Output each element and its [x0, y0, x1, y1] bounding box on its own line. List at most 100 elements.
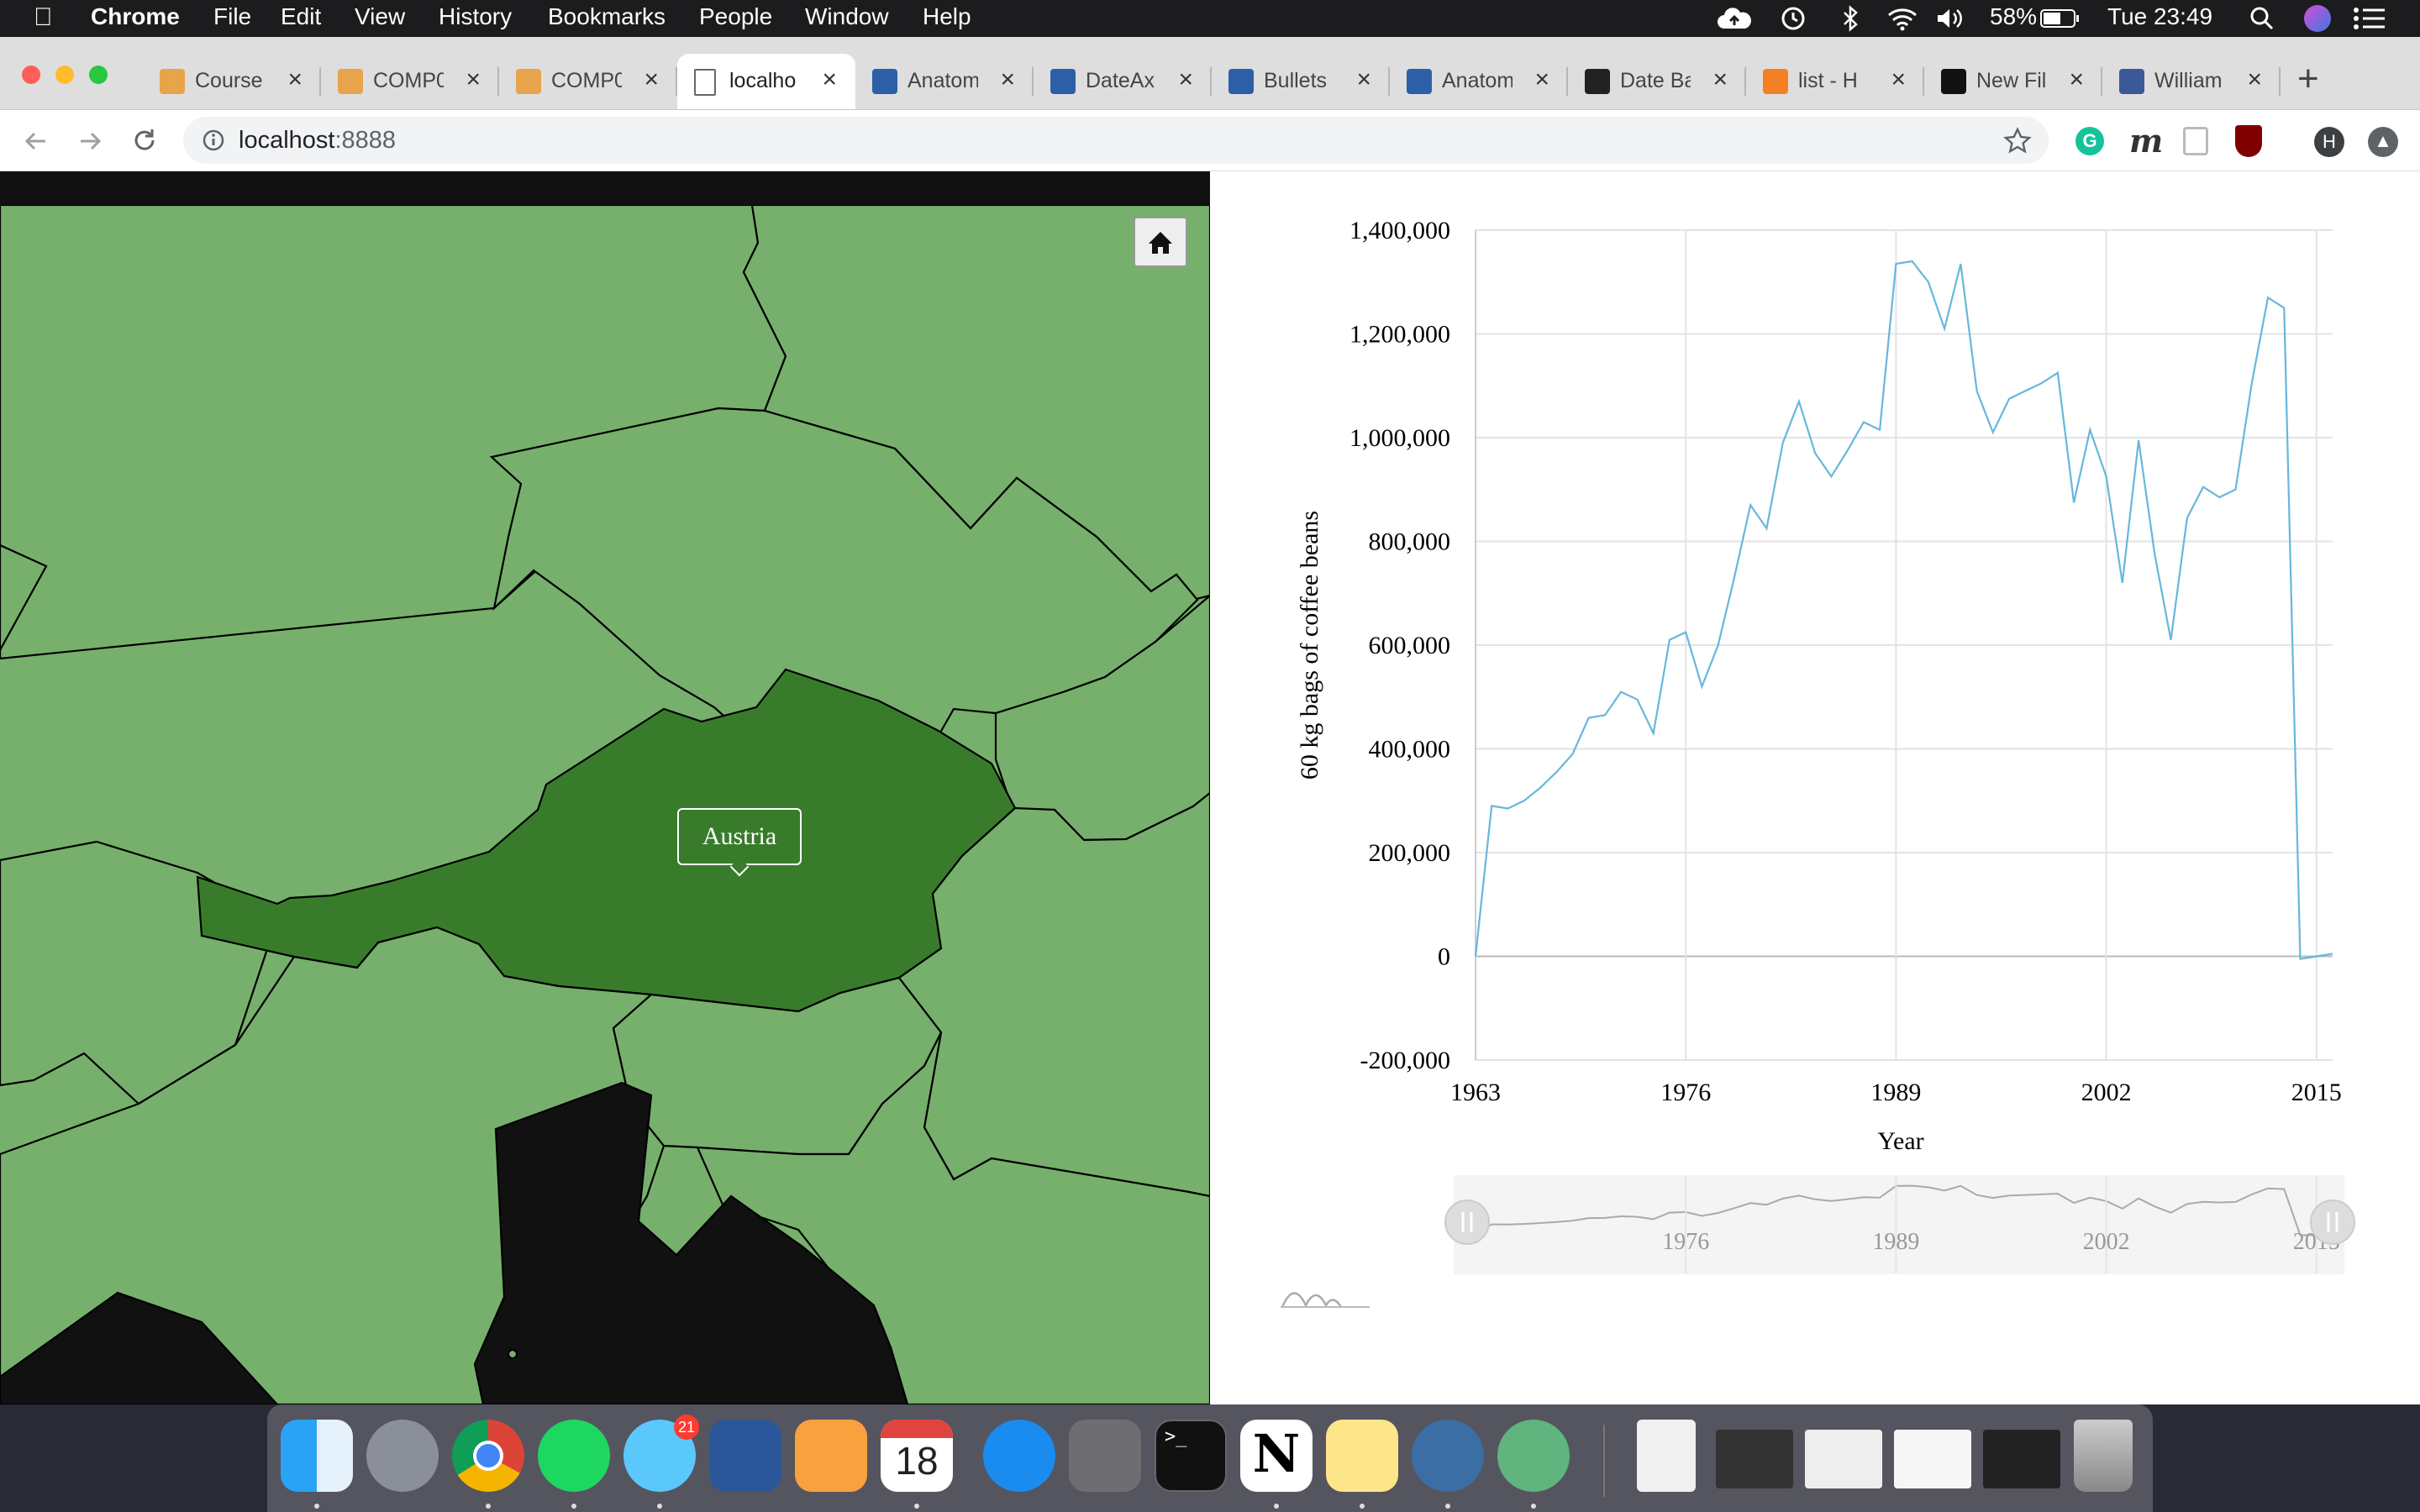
- time-machine-icon[interactable]: [1778, 5, 1808, 32]
- grammarly-extension-icon[interactable]: G: [2075, 127, 2104, 155]
- europe-map[interactable]: [0, 205, 1210, 1404]
- close-tab-icon[interactable]: ×: [466, 66, 481, 93]
- tab-0[interactable]: Course ×: [143, 54, 321, 109]
- chrome-icon[interactable]: [452, 1420, 524, 1509]
- battery-icon[interactable]: [2040, 8, 2081, 29]
- window-thumbnail[interactable]: [1716, 1430, 1793, 1488]
- forward-arrow-icon[interactable]: [76, 127, 104, 155]
- update-icon[interactable]: ▲: [2368, 127, 2398, 157]
- running-indicator: [1274, 1504, 1279, 1509]
- series-line[interactable]: [1474, 260, 2333, 960]
- tab-5[interactable]: DateAx ×: [1034, 54, 1212, 109]
- tab-9[interactable]: list - H ×: [1746, 54, 1924, 109]
- close-tab-icon[interactable]: ×: [1712, 66, 1728, 93]
- profile-avatar[interactable]: H: [2314, 127, 2344, 157]
- word-icon[interactable]: [709, 1420, 781, 1492]
- ublock-extension-icon[interactable]: [2235, 125, 2262, 157]
- range-start-grip[interactable]: [1444, 1200, 1490, 1245]
- window-thumbnail[interactable]: [1805, 1430, 1882, 1488]
- menu-file[interactable]: File: [213, 3, 252, 29]
- spotify-icon[interactable]: [538, 1420, 610, 1509]
- apple-menu-icon[interactable]: : [34, 3, 53, 32]
- map-svg[interactable]: [0, 205, 1210, 1404]
- mercury-extension-icon[interactable]: m: [2129, 122, 2164, 160]
- range-end-grip[interactable]: [2310, 1200, 2355, 1245]
- close-tab-icon[interactable]: ×: [1534, 66, 1549, 93]
- menu-bookmarks[interactable]: Bookmarks: [548, 3, 666, 29]
- country-bosnia[interactable]: [473, 1081, 909, 1404]
- volume-icon[interactable]: [1934, 5, 1965, 32]
- wifi-icon[interactable]: [1886, 5, 1919, 32]
- notion-icon[interactable]: N: [1240, 1420, 1313, 1509]
- trash-icon[interactable]: [2074, 1420, 2133, 1492]
- cloud-upload-icon[interactable]: [1716, 5, 1753, 32]
- bluetooth-icon[interactable]: [1840, 5, 1860, 32]
- menu-window[interactable]: Window: [805, 3, 889, 29]
- messages-icon[interactable]: 21: [623, 1415, 699, 1509]
- close-tab-icon[interactable]: ×: [2247, 66, 2262, 93]
- map-home-button[interactable]: [1134, 217, 1187, 267]
- tab-6[interactable]: Bullets ×: [1212, 54, 1390, 109]
- spotlight-search-icon[interactable]: [2249, 5, 2275, 32]
- running-indicator: [657, 1504, 662, 1509]
- country-france-edge[interactable]: [0, 543, 48, 659]
- close-tab-icon[interactable]: ×: [822, 66, 837, 93]
- close-tab-icon[interactable]: ×: [2069, 66, 2084, 93]
- country-austria[interactable]: [196, 668, 1017, 1013]
- close-tab-icon[interactable]: ×: [1356, 66, 1371, 93]
- finder-icon[interactable]: [281, 1420, 353, 1509]
- url-text[interactable]: localhost:8888: [239, 127, 396, 155]
- menu-view[interactable]: View: [355, 3, 406, 29]
- menu-people[interactable]: People: [699, 3, 773, 29]
- tab-label: Anatom: [1442, 69, 1512, 92]
- tab-4[interactable]: Anatom ×: [855, 54, 1034, 109]
- close-tab-icon[interactable]: ×: [1000, 66, 1015, 93]
- tab-3[interactable]: localho ×: [677, 54, 855, 109]
- app-store-icon[interactable]: [983, 1420, 1055, 1492]
- range-selector-track[interactable]: [1454, 1175, 2344, 1274]
- system-preferences-icon[interactable]: [1069, 1420, 1141, 1492]
- country-croatia[interactable]: [696, 1032, 1210, 1404]
- zip-file-icon[interactable]: [1637, 1420, 1696, 1492]
- line-chart[interactable]: 1,400,000 1,200,000 1,000,000 800,000 600,00…: [1210, 171, 2420, 1404]
- tab-1[interactable]: COMP0 ×: [321, 54, 499, 109]
- close-tab-icon[interactable]: ×: [1178, 66, 1193, 93]
- address-bar[interactable]: localhost:8888: [183, 117, 2049, 164]
- tab-8[interactable]: Date Ba ×: [1568, 54, 1746, 109]
- notes-icon[interactable]: [1326, 1420, 1398, 1509]
- window-thumbnail[interactable]: [1983, 1430, 2060, 1488]
- tab-10[interactable]: New Fil ×: [1924, 54, 2102, 109]
- tab-7[interactable]: Anatom ×: [1390, 54, 1568, 109]
- minimize-window-button[interactable]: [55, 66, 74, 84]
- menu-help[interactable]: Help: [923, 3, 971, 29]
- new-tab-button[interactable]: +: [2297, 58, 2319, 99]
- bookmark-star-icon[interactable]: [2003, 127, 2032, 155]
- tableplus-icon[interactable]: [1412, 1420, 1484, 1509]
- close-window-button[interactable]: [22, 66, 40, 84]
- menu-history[interactable]: History: [439, 3, 513, 29]
- amcharts-logo-icon[interactable]: [1281, 1292, 1370, 1308]
- menubar-clock[interactable]: Tue 23:49: [2107, 3, 2213, 29]
- window-thumbnail[interactable]: [1894, 1430, 1971, 1488]
- close-tab-icon[interactable]: ×: [287, 66, 302, 93]
- tab-11[interactable]: William ×: [2102, 54, 2281, 109]
- info-icon[interactable]: [202, 129, 225, 152]
- back-arrow-icon[interactable]: [22, 127, 50, 155]
- menu-edit[interactable]: Edit: [281, 3, 322, 29]
- pages-icon[interactable]: [795, 1420, 867, 1492]
- terminal-icon[interactable]: >_: [1155, 1420, 1227, 1492]
- calendar-icon[interactable]: 18: [881, 1420, 953, 1509]
- atom-icon[interactable]: [1497, 1420, 1570, 1509]
- navigator-tick-label: 1989: [1872, 1229, 1919, 1255]
- reload-icon[interactable]: [129, 125, 160, 155]
- close-tab-icon[interactable]: ×: [644, 66, 659, 93]
- siri-icon[interactable]: [2304, 5, 2331, 32]
- tab-label: localho: [729, 69, 797, 92]
- notification-center-icon[interactable]: [2353, 7, 2386, 30]
- launchpad-icon[interactable]: [366, 1420, 439, 1492]
- close-tab-icon[interactable]: ×: [1891, 66, 1906, 93]
- clipboard-extension-icon[interactable]: [2183, 127, 2208, 155]
- tab-2[interactable]: COMP0 ×: [499, 54, 677, 109]
- menu-app-name[interactable]: Chrome: [91, 3, 180, 29]
- zoom-window-button[interactable]: [89, 66, 108, 84]
